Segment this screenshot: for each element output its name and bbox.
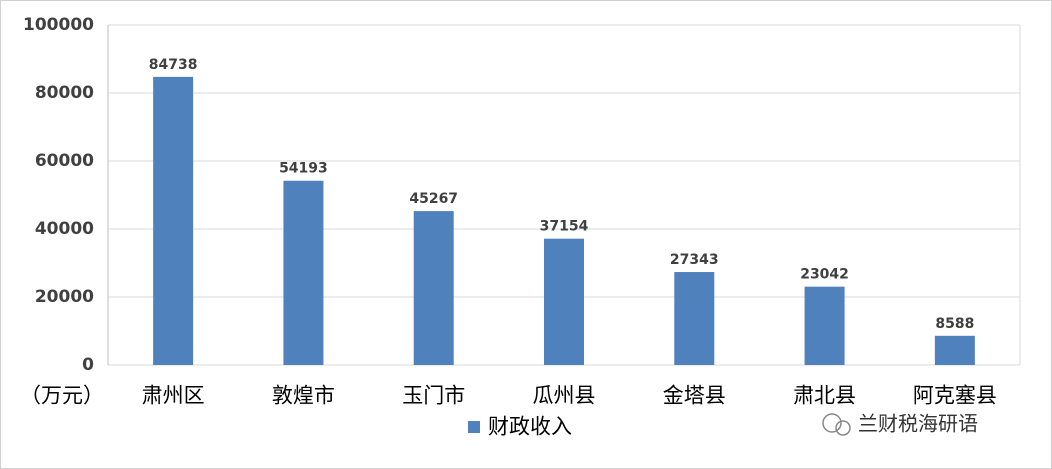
x-tick-label: 肃州区 bbox=[142, 384, 205, 408]
bar bbox=[544, 238, 584, 365]
x-tick-label: 瓜州县 bbox=[533, 384, 596, 408]
value-label: 8588 bbox=[935, 316, 974, 332]
value-label: 23042 bbox=[800, 267, 849, 283]
x-tick-label: 玉门市 bbox=[402, 384, 465, 408]
y-tick-label: 0 bbox=[82, 355, 94, 375]
x-tick-label: 阿克塞县 bbox=[913, 384, 997, 408]
bar bbox=[934, 335, 975, 365]
bar bbox=[413, 211, 454, 365]
bar bbox=[804, 286, 845, 365]
value-label: 27343 bbox=[670, 252, 719, 268]
watermark: 兰财税海研语 bbox=[822, 412, 978, 436]
x-tick-label: 肃北县 bbox=[793, 384, 856, 408]
y-tick-label: 100000 bbox=[23, 15, 94, 35]
x-tick-label: 金塔县 bbox=[663, 384, 726, 408]
watermark-icon bbox=[835, 420, 851, 436]
y-tick-label: 40000 bbox=[35, 219, 94, 239]
legend-swatch bbox=[468, 421, 480, 433]
legend-label: 财政收入 bbox=[488, 415, 572, 439]
y-tick-label: 80000 bbox=[35, 83, 94, 103]
y-unit-label: （万元） bbox=[20, 384, 104, 408]
watermark-text: 兰财税海研语 bbox=[858, 412, 978, 436]
value-label: 84738 bbox=[149, 57, 198, 73]
bar bbox=[674, 272, 715, 365]
y-tick-label: 20000 bbox=[35, 287, 94, 307]
bar bbox=[153, 76, 194, 365]
watermark-icon bbox=[822, 413, 842, 433]
y-tick-label: 60000 bbox=[35, 151, 94, 171]
value-label: 45267 bbox=[409, 191, 458, 207]
value-label: 37154 bbox=[540, 219, 589, 235]
bar bbox=[283, 180, 324, 365]
x-tick-label: 敦煌市 bbox=[272, 384, 335, 408]
value-label: 54193 bbox=[279, 161, 328, 177]
